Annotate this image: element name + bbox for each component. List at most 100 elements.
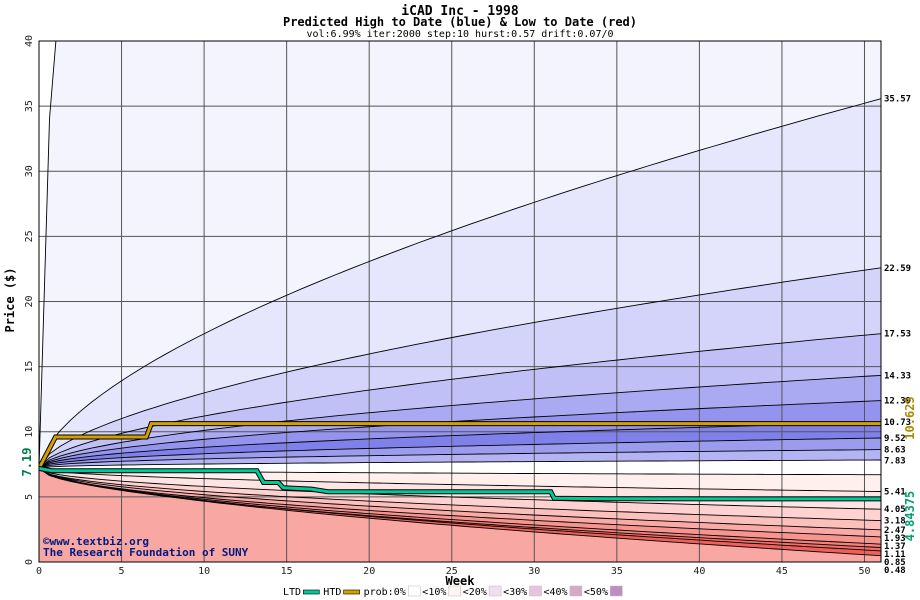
low-percentile-line-5: [39, 468, 881, 538]
legend-swatch: [610, 585, 623, 597]
legend-swatch-label: <40%: [544, 587, 568, 598]
x-tick-label: 0: [36, 566, 42, 577]
low-percentile-line-3: [39, 468, 881, 522]
high-end-label: 12.39: [884, 397, 911, 407]
htd-final-label: 10.625: [903, 396, 917, 439]
y-tick-label: 10: [24, 426, 35, 438]
high-band-8: [39, 449, 881, 469]
low-end-label: 3.18: [884, 517, 906, 527]
high-percentile-line-8: [39, 449, 881, 469]
high-band-1: [39, 98, 881, 469]
low-percentile-line-1: [39, 467, 881, 492]
chart-parameters: vol:6.99% iter:2000 step:10 hurst:0.57 d…: [306, 29, 613, 40]
legend-swatch: [529, 585, 542, 597]
x-tick-label: 5: [119, 566, 125, 577]
low-end-label: 2.47: [884, 526, 906, 536]
low-band-8: [39, 468, 881, 556]
high-end-label: 7.83: [884, 457, 906, 467]
legend-swatch: [448, 585, 461, 597]
high-end-label: 10.73: [884, 418, 911, 428]
x-tick-label: 50: [858, 566, 870, 577]
watermark-line-1: ©www.textbiz.org: [43, 535, 149, 548]
low-percentile-line-4: [39, 468, 881, 531]
high-end-label: 22.59: [884, 264, 911, 274]
ltd-final-label: 4.84375: [903, 491, 917, 542]
legend-prob-label: prob:0%: [364, 587, 406, 598]
high-percentile-line-2: [39, 267, 881, 469]
y-tick-label: 20: [24, 295, 35, 307]
low-percentile-line-8: [39, 468, 881, 552]
plot-area: 0 5 10 15 20 25 30 35 40 45 50 0 5 10 15 20 25 30 35 40 35.5…: [24, 35, 911, 577]
x-tick-label: 20: [363, 566, 375, 577]
x-tick-label: 25: [446, 566, 458, 577]
legend-swatch-label: <20%: [463, 587, 487, 598]
high-band-6: [39, 422, 881, 469]
low-end-label: 1.11: [884, 550, 906, 560]
legend-swatch-label: <50%: [584, 587, 608, 598]
high-end-label: 17.53: [884, 330, 911, 340]
x-tick-label: 15: [281, 566, 293, 577]
low-percentile-line-9: [39, 468, 881, 557]
high-band-4: [39, 375, 881, 469]
high-percentile-line-9: [39, 459, 881, 469]
legend-swatch-label: <30%: [503, 587, 527, 598]
low-percentile-line-2: [39, 467, 881, 510]
low-band-3: [39, 468, 881, 530]
high-end-label: 35.57: [884, 95, 911, 105]
high-end-label: 14.33: [884, 371, 911, 381]
x-tick-label: 10: [198, 566, 210, 577]
legend-line-ltd: [302, 589, 320, 595]
y-tick-label: 35: [24, 100, 35, 112]
legend-swatch-0: [408, 585, 421, 597]
high-band-7: [39, 438, 881, 469]
low-band-bottom: [39, 468, 881, 562]
high-band-2: [39, 267, 881, 469]
low-end-label: 0.85: [884, 558, 906, 568]
y-tick-label: 0: [24, 559, 35, 565]
low-end-label: 1.37: [884, 542, 906, 552]
plot-clip-group: [39, 41, 881, 562]
y-tick-label: 40: [24, 35, 35, 47]
low-band-4: [39, 468, 881, 537]
legend-swatch-label: <10%: [422, 587, 446, 598]
watermark-line-2: The Research Foundation of SUNY: [43, 546, 249, 559]
legend-swatch: [488, 585, 502, 597]
low-band-5: [39, 468, 881, 545]
y-tick-label: 30: [24, 165, 35, 177]
chart-title: iCAD Inc - 1998: [401, 4, 519, 19]
start-price-label: 7.19: [20, 448, 34, 477]
legend: LTD HTD prob:0% <10% <20% <30% <40% <50%: [283, 585, 623, 598]
high-end-label: 9.52: [884, 434, 906, 444]
high-percentile-line-7: [39, 437, 881, 469]
low-end-label: 4.05: [884, 505, 906, 515]
plot-frame: [38, 40, 882, 563]
high-percentile-line-3: [39, 333, 881, 469]
htd-line: [39, 422, 881, 470]
low-band-2: [39, 468, 881, 521]
x-tick-label: 35: [611, 566, 623, 577]
x-tick-label: 45: [776, 566, 788, 577]
high-percentile-line-4: [39, 374, 881, 469]
y-axis-label: Price ($): [3, 267, 17, 332]
legend-label-ltd: LTD: [283, 587, 301, 598]
y-tick-label: 15: [24, 361, 35, 373]
x-axis-label: Week: [446, 574, 476, 588]
ltd-line: [39, 466, 881, 501]
low-end-label: 5.41: [884, 488, 906, 498]
high-end-label: 8.63: [884, 446, 906, 456]
low-end-label: 1.93: [884, 534, 906, 544]
high-band-3: [39, 333, 881, 469]
legend-line-htd: [343, 589, 360, 595]
x-tick-label: 30: [528, 566, 540, 577]
high-band-0: [39, 41, 881, 469]
chart-subtitle: Predicted High to Date (blue) & Low to D…: [283, 15, 637, 29]
low-end-label: 0.48: [884, 566, 906, 576]
low-percentile-line-6: [39, 468, 881, 545]
high-band-5: [39, 400, 881, 469]
x-tick-label: 40: [693, 566, 705, 577]
y-tick-label: 5: [24, 494, 35, 500]
legend-label-htd: HTD: [323, 587, 341, 598]
legend-swatch: [569, 585, 583, 597]
y-tick-label: 25: [24, 230, 35, 242]
